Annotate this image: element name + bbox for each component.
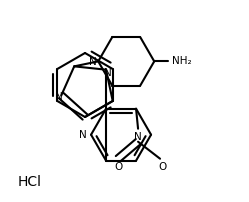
Text: O: O	[158, 162, 166, 172]
Text: N: N	[89, 57, 97, 67]
Text: N: N	[104, 68, 112, 78]
Text: N: N	[79, 130, 87, 140]
Text: N: N	[134, 132, 142, 142]
Text: HCl: HCl	[18, 175, 42, 189]
Text: N: N	[55, 92, 63, 102]
Text: O: O	[114, 162, 122, 172]
Text: NH₂: NH₂	[172, 56, 192, 66]
